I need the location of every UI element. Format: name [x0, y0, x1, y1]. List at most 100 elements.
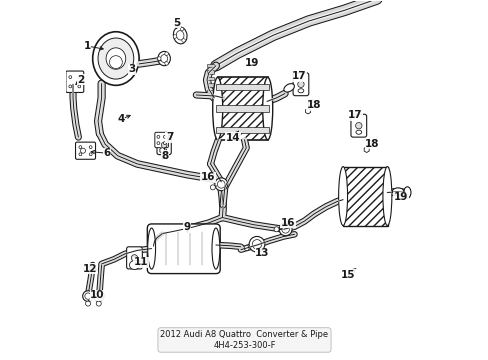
Circle shape: [157, 135, 160, 138]
Circle shape: [248, 237, 264, 252]
Text: 15: 15: [340, 270, 355, 280]
Circle shape: [84, 293, 91, 299]
FancyBboxPatch shape: [292, 73, 308, 96]
Text: 4: 4: [117, 114, 125, 124]
Bar: [216, 127, 268, 133]
Text: 19: 19: [393, 192, 407, 202]
Bar: [217, 77, 267, 140]
Circle shape: [180, 27, 183, 31]
Polygon shape: [364, 147, 368, 153]
Ellipse shape: [93, 32, 139, 85]
Circle shape: [85, 301, 90, 306]
Circle shape: [89, 153, 92, 156]
Ellipse shape: [355, 130, 361, 134]
Circle shape: [82, 291, 93, 301]
Ellipse shape: [162, 149, 166, 152]
Text: 14: 14: [225, 133, 240, 143]
Circle shape: [273, 227, 279, 232]
Bar: [206, 83, 214, 87]
Circle shape: [161, 142, 166, 148]
Circle shape: [163, 142, 166, 145]
Ellipse shape: [98, 38, 134, 79]
Circle shape: [164, 62, 168, 65]
Circle shape: [210, 185, 215, 190]
Circle shape: [244, 246, 249, 251]
Text: 7: 7: [165, 132, 173, 142]
Circle shape: [81, 148, 85, 153]
FancyBboxPatch shape: [157, 135, 171, 155]
Polygon shape: [305, 108, 310, 114]
Text: 6: 6: [103, 148, 110, 158]
FancyBboxPatch shape: [126, 247, 142, 269]
Text: 2: 2: [77, 75, 84, 85]
Circle shape: [93, 291, 104, 301]
Ellipse shape: [131, 262, 137, 266]
Ellipse shape: [212, 77, 222, 140]
Ellipse shape: [158, 51, 170, 66]
FancyBboxPatch shape: [147, 224, 220, 274]
Text: 17: 17: [347, 110, 362, 120]
Polygon shape: [83, 265, 89, 272]
Ellipse shape: [161, 55, 167, 63]
Text: 10: 10: [90, 290, 104, 300]
Ellipse shape: [382, 167, 391, 226]
Circle shape: [214, 178, 227, 191]
Circle shape: [281, 225, 289, 233]
Circle shape: [252, 240, 261, 249]
Text: 16: 16: [280, 218, 295, 228]
Circle shape: [69, 76, 72, 78]
Text: 8: 8: [161, 151, 168, 161]
Ellipse shape: [298, 89, 303, 93]
FancyBboxPatch shape: [66, 71, 83, 93]
Bar: [206, 64, 214, 67]
Circle shape: [69, 85, 72, 88]
Ellipse shape: [284, 84, 294, 92]
Text: 9: 9: [183, 222, 190, 232]
Ellipse shape: [176, 31, 183, 40]
Text: 11: 11: [133, 257, 148, 267]
Ellipse shape: [391, 188, 403, 195]
Circle shape: [78, 85, 81, 88]
Text: 5: 5: [173, 18, 180, 28]
Circle shape: [182, 39, 185, 42]
Text: 3: 3: [128, 64, 135, 74]
Text: 19: 19: [244, 58, 259, 68]
Text: 1: 1: [83, 41, 91, 51]
Ellipse shape: [212, 228, 220, 269]
Text: 13: 13: [255, 248, 269, 258]
Text: 18: 18: [365, 139, 379, 149]
Ellipse shape: [106, 48, 125, 69]
Circle shape: [157, 57, 161, 60]
Ellipse shape: [403, 187, 410, 198]
FancyBboxPatch shape: [155, 132, 168, 148]
Circle shape: [173, 35, 176, 38]
Circle shape: [79, 146, 81, 149]
Circle shape: [217, 180, 224, 188]
FancyBboxPatch shape: [350, 114, 366, 137]
Bar: [342, 167, 387, 226]
Text: 2012 Audi A8 Quattro  Converter & Pipe
4H4-253-300-F: 2012 Audi A8 Quattro Converter & Pipe 4H…: [160, 330, 328, 350]
Bar: [206, 90, 214, 93]
Circle shape: [355, 122, 361, 129]
Polygon shape: [160, 148, 164, 153]
Circle shape: [89, 146, 92, 149]
Circle shape: [96, 301, 101, 306]
Text: 16: 16: [201, 172, 215, 182]
Text: 18: 18: [306, 100, 321, 110]
Circle shape: [131, 255, 138, 261]
Bar: [206, 77, 214, 80]
Circle shape: [79, 153, 81, 156]
Circle shape: [109, 56, 122, 68]
Ellipse shape: [147, 228, 155, 269]
FancyBboxPatch shape: [75, 142, 95, 159]
Text: 12: 12: [83, 264, 97, 274]
Bar: [216, 105, 268, 112]
Circle shape: [279, 223, 291, 236]
Ellipse shape: [262, 77, 272, 140]
Ellipse shape: [173, 27, 187, 44]
Circle shape: [78, 76, 81, 78]
Text: 17: 17: [291, 71, 305, 81]
Bar: [216, 84, 268, 90]
Circle shape: [297, 81, 304, 87]
Bar: [206, 70, 214, 74]
